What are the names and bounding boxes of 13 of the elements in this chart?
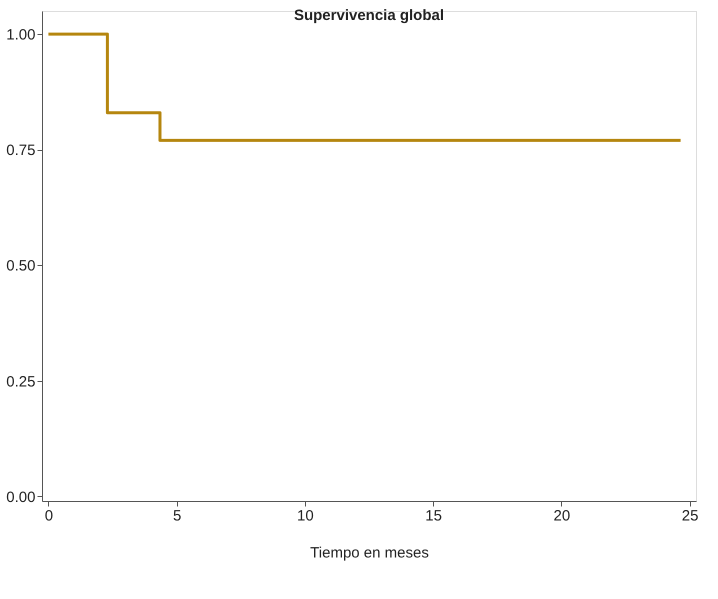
x-tick-label: 10: [297, 508, 314, 524]
x-tick-label: 15: [425, 508, 442, 524]
chart-title: Supervivencia global: [294, 7, 444, 24]
x-tick-label: 5: [172, 508, 182, 524]
x-tick-label: 25: [682, 508, 698, 524]
y-tick-label: 0.75: [6, 142, 36, 160]
y-tick-label: 0.50: [6, 258, 36, 275]
y-tick-label: 0.00: [6, 488, 36, 506]
x-tick-label: 0: [44, 508, 54, 524]
y-tick-label: 1.00: [6, 26, 36, 44]
x-tick-label: 20: [554, 508, 570, 524]
y-tick-label: 0.25: [6, 373, 36, 390]
x-axis-title: Tiempo en meses: [310, 544, 429, 562]
